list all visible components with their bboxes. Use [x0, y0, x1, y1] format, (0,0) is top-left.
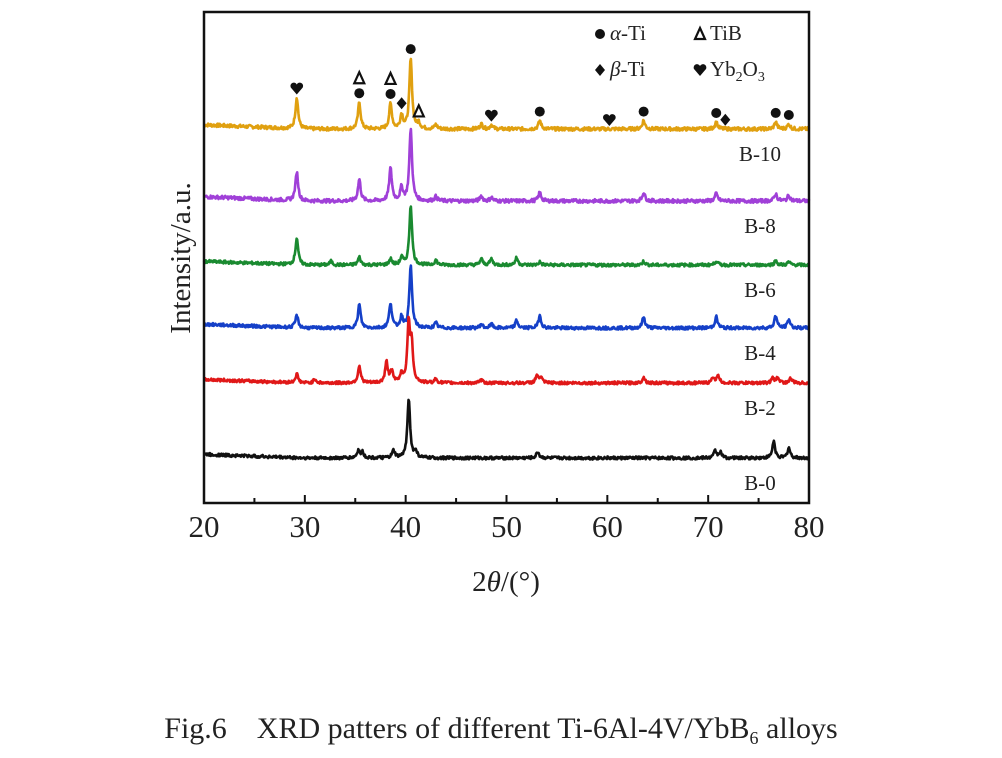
x-tick-label: 30 [289, 509, 320, 544]
legend-heart-icon [693, 64, 707, 76]
traces-group: B-10 B-8 B-6 B-4 B-2 B-0 [202, 57, 811, 495]
diamond-marker-icon [396, 97, 407, 110]
series-line-b-4 [202, 264, 810, 331]
x-tick-label: 80 [794, 509, 825, 544]
x-axis-title: 2θ/(°) [472, 566, 540, 598]
circle-marker-icon [385, 88, 396, 99]
x-tick-label: 40 [390, 509, 421, 544]
series-label-b-6: B-6 [744, 278, 776, 302]
series-line-b-6 [202, 205, 810, 268]
triangle-marker-icon [352, 69, 366, 85]
series-line-b-2 [202, 315, 810, 386]
legend-label: β-Ti [609, 57, 646, 81]
series-line-b-10 [203, 57, 811, 132]
legend: α-Ti TiB β-Ti Yb2O3 [595, 21, 765, 85]
legend-diamond-icon [595, 64, 605, 76]
circle-marker-icon [405, 44, 416, 55]
phase-markers-group [290, 44, 794, 126]
legend-triangle-icon [693, 25, 707, 41]
figure-caption: Fig.6 XRD patters of different Ti-6Al-4V… [0, 712, 1002, 749]
x-tick-label: 50 [491, 509, 522, 544]
heart-marker-icon [602, 114, 616, 126]
xrd-chart: B-10 B-8 B-6 B-4 B-2 B-0 20 30 40 50 60 70 80 α-Ti T… [165, 10, 825, 598]
y-axis-title: Intensity/a.u. [165, 182, 197, 333]
diamond-marker-icon [720, 113, 731, 126]
series-label-b-4: B-4 [744, 341, 776, 365]
series-line-b-0 [203, 398, 811, 461]
circle-marker-icon [711, 107, 722, 118]
circle-marker-icon [783, 109, 794, 120]
legend-label: TiB [710, 21, 742, 45]
series-label-b-0: B-0 [744, 471, 776, 495]
circle-marker-icon [354, 88, 365, 99]
triangle-marker-icon [412, 102, 426, 118]
x-tick-label: 70 [693, 509, 724, 544]
heart-marker-icon [485, 109, 498, 122]
caption-subscript: 6 [749, 728, 759, 748]
series-label-b-2: B-2 [744, 396, 776, 420]
circle-marker-icon [638, 106, 649, 117]
legend-circle-icon [595, 29, 605, 39]
legend-label: Yb2O3 [710, 57, 765, 85]
series-label-b-8: B-8 [744, 214, 776, 238]
x-ticks-group: 20 30 40 50 60 70 80 [189, 495, 825, 544]
heart-marker-icon [290, 82, 304, 95]
legend-label: α-Ti [610, 21, 646, 45]
series-label-b-10: B-10 [739, 142, 781, 166]
circle-marker-icon [770, 107, 781, 118]
triangle-marker-icon [383, 70, 398, 86]
x-tick-label: 20 [189, 509, 220, 544]
caption-suffix: alloys [758, 712, 838, 745]
series-line-b-8 [202, 127, 811, 204]
x-tick-label: 60 [592, 509, 623, 544]
circle-marker-icon [534, 106, 545, 117]
caption-text: Fig.6 XRD patters of different Ti-6Al-4V… [164, 712, 750, 745]
